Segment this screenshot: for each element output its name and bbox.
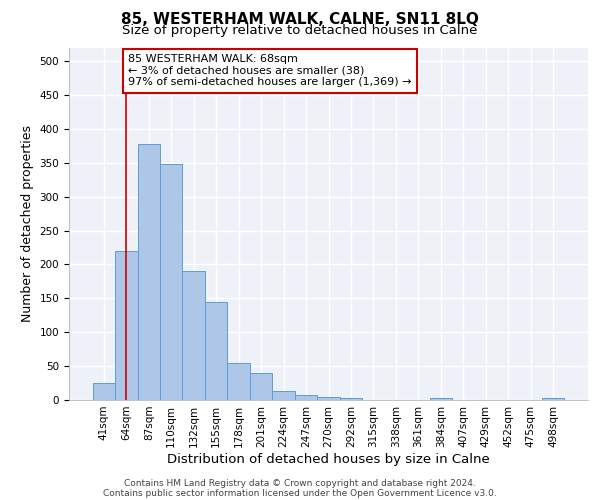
- Bar: [137, 144, 160, 400]
- Bar: [92, 383, 115, 400]
- X-axis label: Distribution of detached houses by size in Calne: Distribution of detached houses by size …: [167, 452, 490, 466]
- Bar: [182, 271, 205, 400]
- Bar: [227, 362, 250, 400]
- Bar: [340, 398, 362, 400]
- Bar: [542, 398, 565, 400]
- Bar: [295, 394, 317, 400]
- Bar: [160, 164, 182, 400]
- Text: 85 WESTERHAM WALK: 68sqm
← 3% of detached houses are smaller (38)
97% of semi-de: 85 WESTERHAM WALK: 68sqm ← 3% of detache…: [128, 54, 412, 88]
- Bar: [115, 251, 137, 400]
- Text: Size of property relative to detached houses in Calne: Size of property relative to detached ho…: [122, 24, 478, 37]
- Text: Contains public sector information licensed under the Open Government Licence v3: Contains public sector information licen…: [103, 488, 497, 498]
- Bar: [430, 398, 452, 400]
- Bar: [250, 373, 272, 400]
- Text: 85, WESTERHAM WALK, CALNE, SN11 8LQ: 85, WESTERHAM WALK, CALNE, SN11 8LQ: [121, 12, 479, 28]
- Y-axis label: Number of detached properties: Number of detached properties: [21, 125, 34, 322]
- Bar: [205, 302, 227, 400]
- Bar: [272, 391, 295, 400]
- Bar: [317, 396, 340, 400]
- Text: Contains HM Land Registry data © Crown copyright and database right 2024.: Contains HM Land Registry data © Crown c…: [124, 478, 476, 488]
